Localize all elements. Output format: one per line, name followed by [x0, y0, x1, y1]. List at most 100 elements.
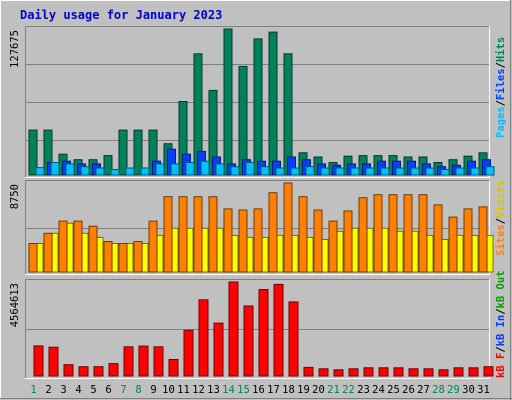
- legend-pages: Pages: [495, 106, 507, 138]
- bar-sites-day-19: [298, 196, 308, 273]
- day-label-11: 11: [177, 384, 190, 396]
- bar-pages-day-21: [335, 167, 345, 176]
- day-label-20: 20: [312, 384, 325, 396]
- day-label-26: 26: [402, 384, 415, 396]
- bar-sites-day-4: [73, 220, 83, 273]
- bar-pages-day-19: [305, 166, 315, 176]
- bar-pages-day-23: [365, 167, 375, 176]
- bar-pages-day-31: [485, 166, 495, 176]
- bar-sites-day-2: [43, 232, 53, 273]
- bar-pages-day-10: [170, 163, 180, 176]
- bar-kb-f-day-27: [423, 368, 434, 377]
- bar-sites-day-10: [163, 196, 173, 273]
- legend-visits: Visits: [495, 180, 507, 218]
- day-label-25: 25: [387, 384, 400, 396]
- bar-pages-day-2: [50, 162, 60, 176]
- bar-sites-day-18: [283, 182, 293, 273]
- bar-sites-day-5: [88, 225, 98, 273]
- bar-sites-day-26: [403, 194, 413, 273]
- bar-pages-day-8: [140, 167, 150, 176]
- bar-pages-day-3: [65, 163, 75, 176]
- axis-max-label: 4564613: [9, 283, 21, 327]
- day-label-2: 2: [45, 384, 51, 396]
- bar-hits-day-15: [238, 65, 248, 176]
- bar-pages-day-22: [350, 167, 360, 176]
- bar-sites-day-20: [313, 209, 323, 273]
- bar-sites-day-17: [268, 192, 278, 273]
- bar-pages-day-12: [200, 160, 210, 176]
- legend-kb-out: kB Out: [495, 271, 507, 309]
- panel-kbytes: 4564613: [9, 279, 494, 379]
- bar-kb-f-day-30: [468, 367, 479, 377]
- svg-text:Sites/Visits: Sites/Visits: [495, 180, 507, 256]
- day-label-17: 17: [267, 384, 280, 396]
- bar-pages-day-11: [185, 162, 195, 176]
- bar-pages-day-25: [395, 167, 405, 176]
- bar-sites-day-21: [328, 220, 338, 273]
- bar-sites-day-14: [223, 208, 233, 273]
- legend-files: Files: [495, 68, 507, 100]
- bar-sites-day-24: [373, 194, 383, 273]
- bar-sites-day-16: [253, 208, 263, 273]
- bar-sites-day-23: [358, 197, 368, 273]
- bar-sites-day-8: [133, 241, 143, 273]
- day-label-30: 30: [462, 384, 475, 396]
- day-labels: 1 2 3 4 5 6 7 8 9 10 11 12 13 14 15 16 17 18 19 20 21 22 23 24 2…: [30, 384, 489, 396]
- day-label-31: 31: [477, 384, 490, 396]
- legend-middle: Sites/Visits: [495, 180, 507, 256]
- svg-text:Pages/Files/Hits: Pages/Files/Hits: [495, 37, 507, 138]
- bar-kb-f-day-1: [33, 345, 44, 377]
- day-label-8: 8: [135, 384, 141, 396]
- bar-kb-f-day-24: [378, 367, 389, 377]
- bar-kb-f-day-15: [243, 305, 254, 377]
- legend-sites: Sites: [495, 224, 507, 256]
- day-label-19: 19: [297, 384, 310, 396]
- bar-kb-f-day-23: [363, 367, 374, 377]
- bar-kb-f-day-3: [63, 364, 74, 377]
- panel-hits-files-pages: 127675: [9, 26, 495, 178]
- day-label-7: 7: [120, 384, 126, 396]
- bar-pages-day-16: [260, 166, 270, 176]
- bar-sites-day-3: [58, 220, 68, 273]
- day-label-21: 21: [327, 384, 340, 396]
- bar-pages-day-1: [35, 167, 45, 176]
- bar-kb-f-day-4: [78, 366, 89, 377]
- bar-kb-f-day-11: [183, 329, 194, 377]
- bar-kb-f-day-22: [348, 368, 359, 377]
- day-label-16: 16: [252, 384, 265, 396]
- bar-pages-day-24: [380, 167, 390, 176]
- bar-kb-f-day-6: [108, 363, 119, 377]
- bar-pages-day-9: [155, 163, 165, 176]
- bar-kb-f-day-19: [303, 366, 314, 377]
- day-label-22: 22: [342, 384, 355, 396]
- day-label-10: 10: [162, 384, 175, 396]
- bar-kb-f-day-9: [153, 346, 164, 377]
- day-label-12: 12: [192, 384, 205, 396]
- bar-pages-day-18: [290, 167, 300, 176]
- bar-kb-f-day-14: [228, 281, 239, 377]
- day-label-3: 3: [60, 384, 66, 396]
- bar-kb-f-day-28: [438, 369, 449, 377]
- bar-kb-f-day-16: [258, 289, 269, 377]
- bar-pages-day-7: [125, 167, 135, 176]
- day-label-13: 13: [207, 384, 220, 396]
- bar-sites-day-6: [103, 241, 113, 273]
- bar-pages-day-4: [80, 166, 90, 176]
- day-label-5: 5: [90, 384, 96, 396]
- bar-hits-day-1: [28, 129, 38, 176]
- svg-text:kB F/kB In/kB Out: kB F/kB In/kB Out: [495, 271, 507, 379]
- legend-bottom: kB F/kB In/kB Out: [495, 271, 507, 379]
- bar-sites-day-27: [418, 194, 428, 273]
- panel-visits-sites: 8750: [9, 180, 494, 275]
- bar-kb-f-day-17: [273, 283, 284, 377]
- legend-kb-f: kB F: [495, 353, 507, 378]
- bar-pages-day-20: [320, 167, 330, 176]
- bar-sites-day-28: [433, 204, 443, 273]
- day-label-24: 24: [372, 384, 385, 396]
- bar-pages-day-28: [440, 169, 450, 176]
- bar-kb-f-day-31: [483, 366, 494, 377]
- bar-hits-day-14: [223, 28, 233, 176]
- axis-max-label: 127675: [9, 30, 21, 68]
- bar-kb-f-day-2: [48, 346, 59, 377]
